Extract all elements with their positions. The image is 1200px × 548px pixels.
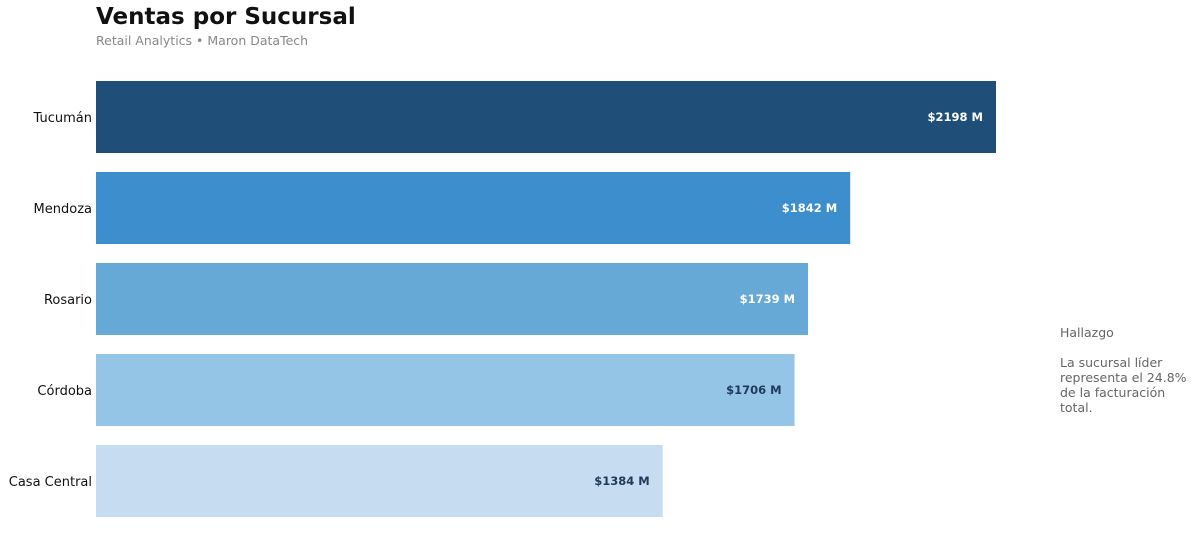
value-label-3: $1706 M bbox=[726, 383, 781, 397]
category-label-0: Tucumán bbox=[33, 111, 92, 126]
finding-title: Hallazgo bbox=[1060, 325, 1114, 340]
category-label-1: Mendoza bbox=[34, 202, 92, 217]
finding-panel: Hallazgo La sucursal líder representa el… bbox=[1060, 325, 1200, 415]
category-label-2: Rosario bbox=[44, 293, 92, 308]
bar-4 bbox=[96, 445, 663, 517]
value-label-1: $1842 M bbox=[782, 201, 837, 215]
category-label-4: Casa Central bbox=[9, 475, 92, 490]
value-label-0: $2198 M bbox=[928, 110, 983, 124]
chart-subtitle: Retail Analytics • Maron DataTech bbox=[96, 33, 309, 48]
value-label-4: $1384 M bbox=[594, 474, 649, 488]
bar-0 bbox=[96, 81, 996, 153]
finding-text: La sucursal líder representa el 24.8% de… bbox=[1060, 355, 1187, 415]
bar-1 bbox=[96, 172, 851, 244]
bar-2 bbox=[96, 263, 809, 335]
bar-3 bbox=[96, 354, 795, 426]
category-label-3: Córdoba bbox=[37, 384, 92, 399]
chart-title: Ventas por Sucursal bbox=[96, 4, 356, 30]
value-label-2: $1739 M bbox=[740, 292, 795, 306]
